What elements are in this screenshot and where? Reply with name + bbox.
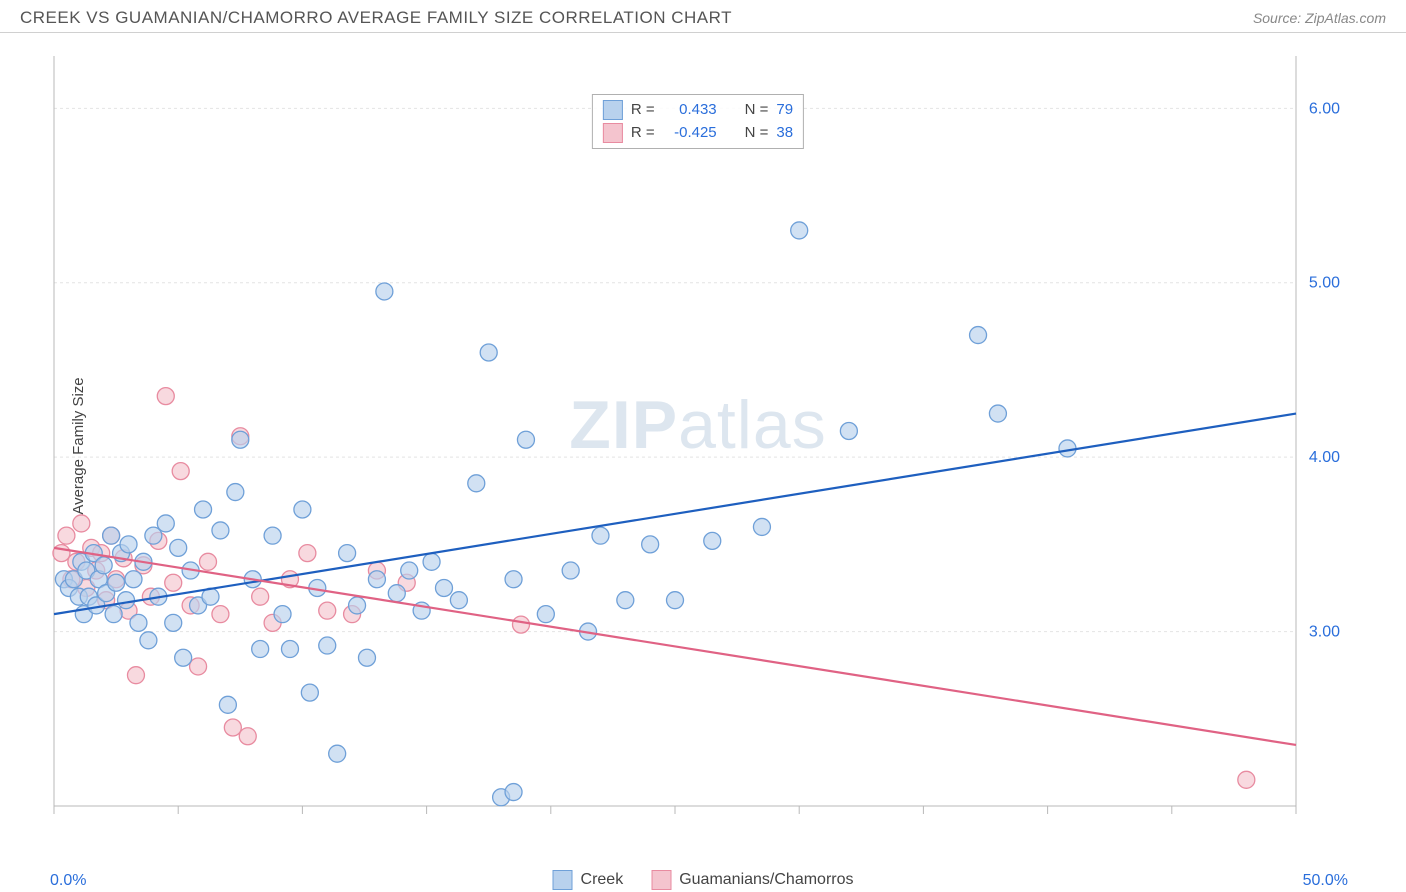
legend-item-creek: Creek bbox=[553, 870, 624, 890]
svg-text:6.00: 6.00 bbox=[1309, 100, 1340, 117]
x-axis-max-label: 50.0% bbox=[1303, 872, 1348, 890]
swatch-creek bbox=[603, 100, 623, 120]
legend-item-guam: Guamanians/Chamorros bbox=[651, 870, 853, 890]
legend-swatch-guam bbox=[651, 870, 671, 890]
legend-swatch-creek bbox=[553, 870, 573, 890]
chart-header: CREEK VS GUAMANIAN/CHAMORRO AVERAGE FAMI… bbox=[0, 0, 1406, 33]
svg-text:3.00: 3.00 bbox=[1309, 624, 1340, 641]
chart-title: CREEK VS GUAMANIAN/CHAMORRO AVERAGE FAMI… bbox=[20, 8, 732, 28]
svg-text:4.00: 4.00 bbox=[1309, 449, 1340, 466]
scatter-svg: 3.00 4.00 5.00 6.00 bbox=[48, 46, 1348, 836]
swatch-guam bbox=[603, 123, 623, 143]
chart-plot-area: 3.004.005.006.00 ZIPatlas R = 0.433 N = … bbox=[48, 46, 1348, 836]
x-axis-min-label: 0.0% bbox=[50, 872, 86, 890]
stat-legend-box: R = 0.433 N = 79 R = -0.425 N = 38 bbox=[592, 94, 804, 149]
bottom-legend: Creek Guamanians/Chamorros bbox=[553, 870, 854, 890]
source-label: Source: ZipAtlas.com bbox=[1253, 10, 1386, 26]
stat-row-guam: R = -0.425 N = 38 bbox=[603, 122, 793, 145]
stat-row-creek: R = 0.433 N = 79 bbox=[603, 99, 793, 122]
svg-text:5.00: 5.00 bbox=[1309, 275, 1340, 292]
